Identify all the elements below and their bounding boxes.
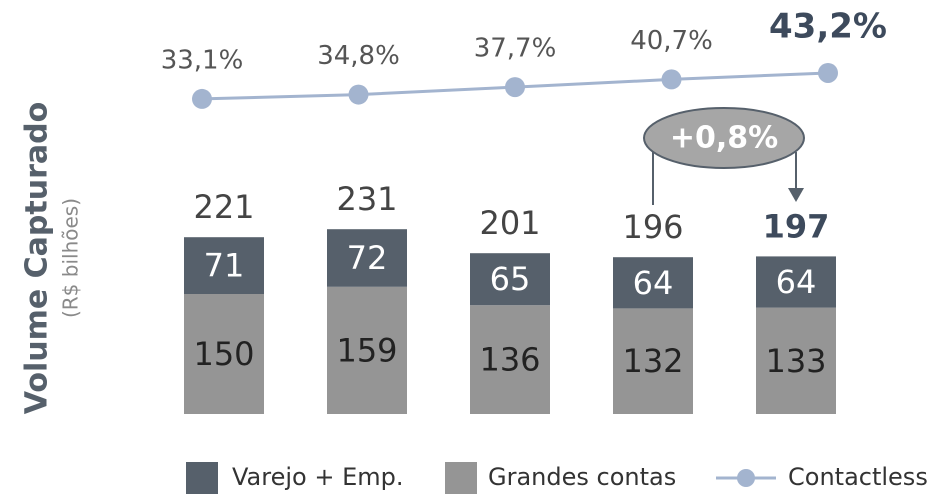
line-label: 40,7% — [630, 26, 713, 56]
total-label: 197 — [763, 207, 830, 245]
annotation: +0,8% — [643, 107, 805, 205]
legend-label: Grandes contas — [488, 463, 676, 491]
segment-label: 64 — [776, 263, 817, 301]
total-label: 221 — [193, 188, 254, 226]
arrow-head — [788, 188, 804, 202]
bar-segment — [470, 253, 550, 306]
line-point — [348, 84, 369, 105]
bar-segment — [613, 308, 693, 414]
bar-segment — [184, 294, 264, 414]
legend-marker — [737, 469, 755, 487]
segment-label: 133 — [765, 342, 826, 380]
legend-swatch — [186, 462, 218, 494]
line-point — [818, 62, 838, 83]
segment-label: 71 — [204, 247, 245, 285]
segment-label: 150 — [193, 335, 254, 373]
bar-segment — [756, 256, 836, 308]
line-point — [661, 69, 682, 90]
total-label: 231 — [336, 180, 397, 218]
bar-segment — [327, 229, 407, 287]
line-point — [192, 88, 212, 109]
y-axis-sublabel: (R$ bilhões) — [59, 198, 83, 318]
y-axis-label: Volume Capturado — [20, 102, 55, 414]
line-label: 34,8% — [317, 41, 400, 71]
segment-label: 132 — [622, 342, 683, 380]
segment-label: 65 — [490, 260, 531, 298]
legend-label: Contactless — [788, 463, 928, 491]
line-label: 37,7% — [474, 34, 557, 64]
bar-segment — [613, 257, 693, 309]
legend-swatch — [445, 462, 477, 494]
total-label: 196 — [622, 208, 683, 246]
line-point — [505, 77, 525, 98]
line-label: 33,1% — [161, 45, 244, 75]
bar-segment — [327, 286, 407, 414]
bar-segment — [184, 237, 264, 294]
bar-segment — [470, 305, 550, 414]
total-label: 201 — [479, 204, 540, 242]
segment-label: 136 — [479, 341, 540, 379]
line-label: 43,2% — [769, 6, 887, 46]
annotation-text: +0,8% — [670, 121, 778, 156]
annotation-bubble — [643, 107, 805, 169]
bar-segment — [756, 307, 836, 414]
legend-label: Varejo + Emp. — [232, 463, 404, 491]
segment-label: 72 — [347, 239, 388, 277]
segment-label: 159 — [336, 331, 397, 369]
segment-label: 64 — [633, 264, 674, 302]
